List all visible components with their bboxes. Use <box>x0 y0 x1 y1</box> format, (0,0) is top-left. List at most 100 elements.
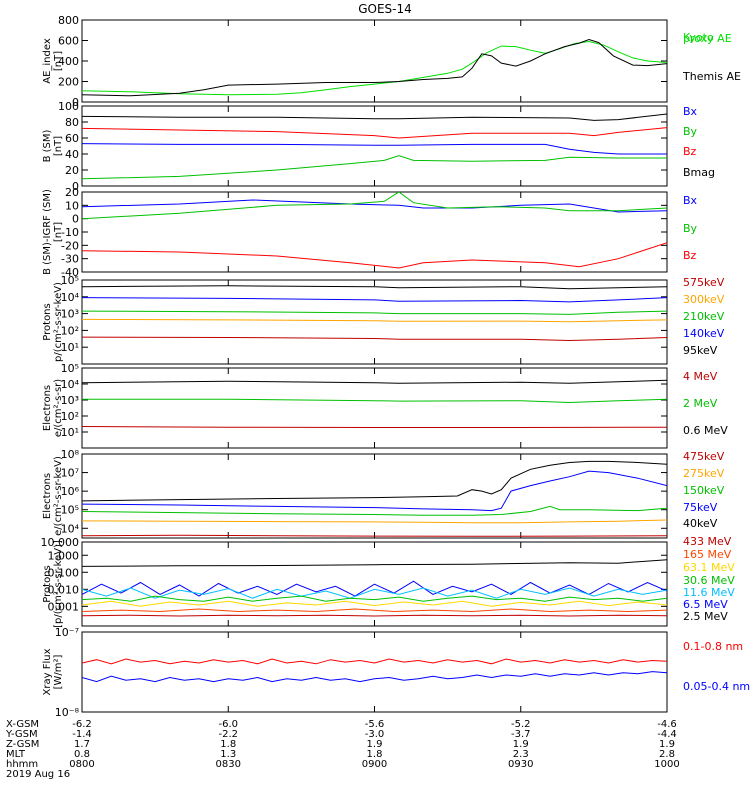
panel-frame <box>81 105 668 187</box>
y-axis-label: Electrons e/(cm²-s-sr) <box>42 379 64 437</box>
y-tick-label: 10 <box>65 199 79 212</box>
ephemeris-value: 0800 <box>69 759 94 770</box>
y-tick-label: 0 <box>72 213 79 226</box>
ephemeris-label: X-GSM <box>6 719 39 730</box>
y-axis-label: Protons p/(cm²-s-sr-keV) <box>42 282 64 362</box>
ephemeris-value: 2.8 <box>659 749 675 760</box>
legend-entry: proxy AE <box>683 32 732 45</box>
ephemeris-footer: X-GSM -6.2 -6.0 -5.6 -5.2 -4.6 Y-GSM -1.4 -2.2 -3… <box>5 719 680 780</box>
legend-entry: 0.05-0.4 nm <box>683 680 750 693</box>
y-tick-label: -40 <box>61 266 79 279</box>
y-tick-label: 20 <box>65 186 79 199</box>
ephemeris-value: 0.8 <box>74 749 90 760</box>
y-tick-label: 10⁵ <box>61 504 79 517</box>
series-line-30-6-mev <box>82 595 667 602</box>
y-axis-label: Xray Flux [W/m²] <box>42 648 64 695</box>
ephemeris-value: 0930 <box>508 759 533 770</box>
series-line-bmag <box>82 113 667 121</box>
y-tick-label: 10⁵ <box>61 274 79 287</box>
y-tick-label: 100 <box>58 100 79 113</box>
y-axis-label-line: [nT] <box>53 222 64 242</box>
ephemeris-label: Y-GSM <box>5 729 38 740</box>
panel-electrons1: 10¹ 10² 10³ 10⁴ 10⁵ Electrons e/(cm²-s-sr) 4 Me… <box>42 362 728 449</box>
series-line-300kev <box>82 318 667 323</box>
legend-entry: 2 MeV <box>683 397 718 410</box>
legend-entry: By <box>683 222 698 235</box>
legend-entry: 433 MeV <box>683 535 732 548</box>
y-tick-label: 10.000 <box>41 536 80 549</box>
y-tick-label: 10⁶ <box>61 485 80 498</box>
ephemeris-value: -4.4 <box>657 729 677 740</box>
legend-entry: 0.1-0.8 nm <box>683 640 743 653</box>
series-line-bz <box>82 242 667 269</box>
ephemeris-value: -3.0 <box>365 729 385 740</box>
y-tick-label: 10⁴ <box>61 291 80 304</box>
y-axis-label-line: [nT] <box>53 51 64 71</box>
legend-entry: Bx <box>683 194 698 207</box>
legend-entry: 275keV <box>683 467 725 480</box>
legend-entry: 140keV <box>683 327 725 340</box>
legend-entry: 165 MeV <box>683 548 732 561</box>
y-axis-label: Protons [p/(cm²-s-sr-keV)] <box>42 540 64 628</box>
y-tick-label: -20 <box>61 239 79 252</box>
legend-entry: 95keV <box>683 344 718 357</box>
panel-bsm: 0 20 40 60 80 100 B (SM) [nT] Bx By Bz Bmag <box>42 100 715 193</box>
legend-entry: 475keV <box>683 450 725 463</box>
ephemeris-value: 1.8 <box>220 739 236 750</box>
y-axis-label-line: p/(cm²-s-sr-keV) <box>53 282 64 362</box>
panel-frame <box>81 631 668 713</box>
ephemeris-value: 1.3 <box>220 749 236 760</box>
y-tick-label: 20 <box>65 164 79 177</box>
y-axis-label-line: [W/m²] <box>53 654 64 689</box>
series-line-bx <box>82 143 667 155</box>
y-axis-label: Electrons e/(cm²-s-sr-keV) <box>42 456 64 536</box>
legend-entry: By <box>683 125 698 138</box>
series-line-275kev <box>82 519 667 524</box>
ephemeris-value: -2.2 <box>218 729 238 740</box>
y-axis-label-line: Protons <box>42 565 53 602</box>
y-tick-label: 10⁴ <box>61 522 80 535</box>
y-tick-label: 0 <box>72 96 79 109</box>
y-tick-label: -30 <box>61 253 79 266</box>
legend-entry: 4 MeV <box>683 370 718 383</box>
series-line-433-mev <box>82 614 667 617</box>
legend-entry: 40keV <box>683 517 718 530</box>
legend-entry: 210keV <box>683 310 725 323</box>
series-line-210kev <box>82 310 667 315</box>
y-tick-label: 60 <box>65 132 79 145</box>
y-axis-label-line: Protons <box>42 303 53 340</box>
legend-entry: Bmag <box>683 166 715 179</box>
series-line-475kev <box>82 534 667 537</box>
series-line-by <box>82 192 667 220</box>
y-axis-label-line: B (SM)-IGRF (SM) <box>42 189 53 275</box>
ephemeris-label: MLT <box>6 749 26 760</box>
date-label: 2019 Aug 16 <box>6 769 70 780</box>
ephemeris-value: 1.9 <box>367 739 383 750</box>
y-tick-label: 10⁻⁷ <box>55 626 79 639</box>
series-line-165-mev <box>82 608 667 613</box>
y-tick-label: 600 <box>58 35 79 48</box>
series-line-2-5-mev <box>82 559 667 567</box>
series-line-40kev <box>82 460 667 502</box>
panel-frame <box>81 367 668 449</box>
series-line-11-6-mev <box>82 587 667 599</box>
series-line-4-mev <box>82 426 667 428</box>
series-line-140kev <box>82 297 667 303</box>
series-line-0-6-mev <box>82 379 667 384</box>
y-tick-label: 10² <box>61 324 79 337</box>
y-axis-label: B (SM)-IGRF (SM) [nT] <box>42 189 64 275</box>
chart-title: GOES-14 <box>358 2 412 16</box>
series-line-kyoto-proxy-ae <box>82 40 667 96</box>
series-line-bx <box>82 199 667 213</box>
legend-entry: 30.6 MeV <box>683 574 735 587</box>
legend-entry: 2.5 MeV <box>683 610 728 623</box>
legend-entry: Bz <box>683 249 697 262</box>
y-axis-label-line: AE_index <box>42 38 53 84</box>
y-axis-label-line: [p/(cm²-s-sr-keV)] <box>53 540 64 628</box>
y-axis-label-line: B (SM) <box>42 129 53 162</box>
